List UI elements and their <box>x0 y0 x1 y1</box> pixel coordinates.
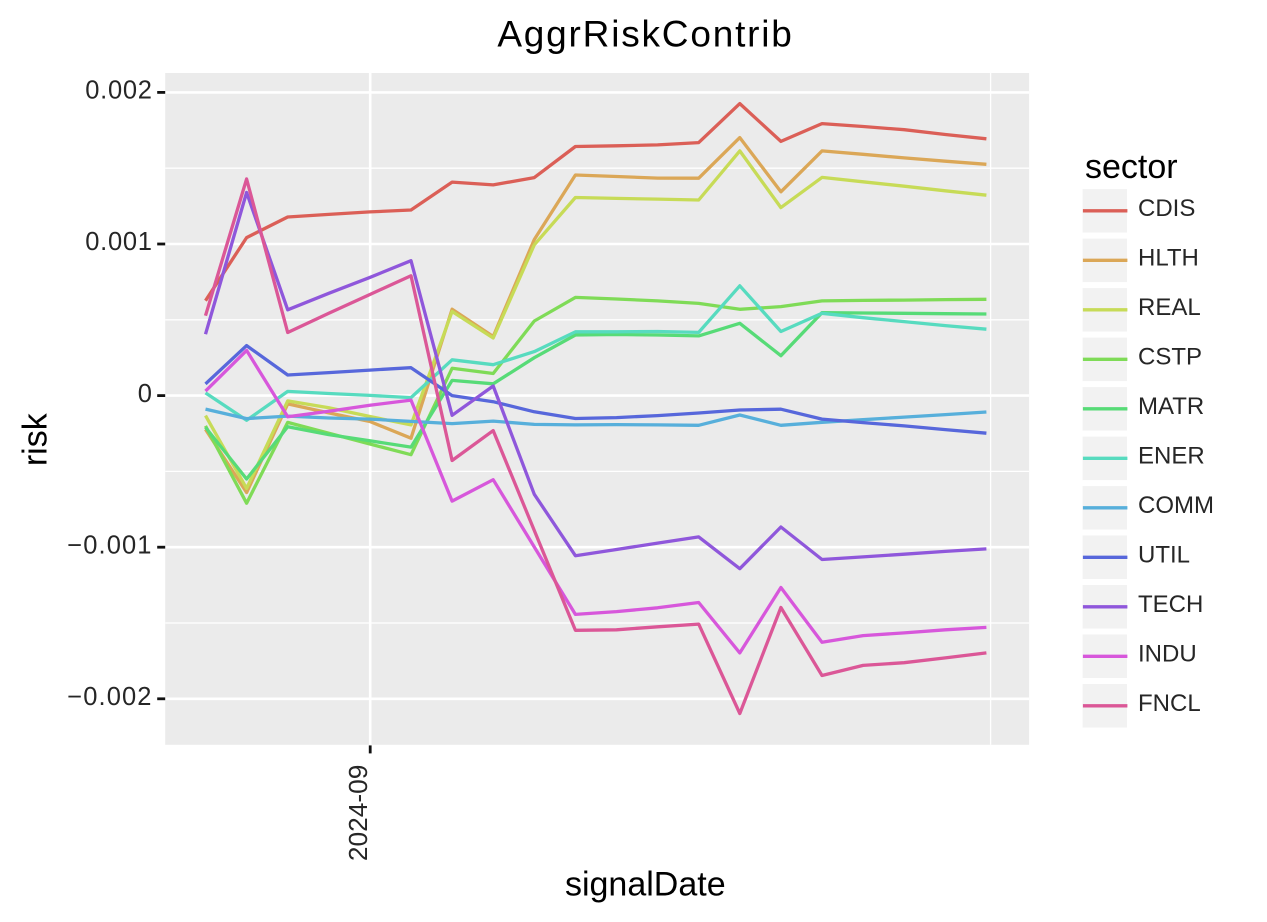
svg-text:−0.001: −0.001 <box>67 531 152 559</box>
svg-text:COMM: COMM <box>1138 492 1214 519</box>
svg-text:2024-09: 2024-09 <box>343 765 373 862</box>
svg-text:AggrRiskContrib: AggrRiskContrib <box>497 14 793 55</box>
svg-text:CDIS: CDIS <box>1138 195 1195 222</box>
svg-text:FNCL: FNCL <box>1138 690 1201 717</box>
svg-text:HLTH: HLTH <box>1138 245 1199 272</box>
svg-text:TECH: TECH <box>1138 591 1203 618</box>
svg-text:sector: sector <box>1085 148 1178 186</box>
svg-text:signalDate: signalDate <box>565 866 726 904</box>
svg-text:REAL: REAL <box>1138 294 1201 321</box>
svg-text:UTIL: UTIL <box>1138 542 1190 569</box>
svg-text:0: 0 <box>138 380 153 408</box>
svg-text:0.001: 0.001 <box>85 228 152 256</box>
svg-text:CSTP: CSTP <box>1138 344 1202 371</box>
svg-text:ENER: ENER <box>1138 443 1205 470</box>
svg-text:risk: risk <box>17 412 55 466</box>
svg-text:0.002: 0.002 <box>85 77 152 105</box>
svg-text:−0.002: −0.002 <box>67 683 152 711</box>
svg-text:INDU: INDU <box>1138 641 1197 668</box>
svg-text:MATR: MATR <box>1138 393 1204 420</box>
